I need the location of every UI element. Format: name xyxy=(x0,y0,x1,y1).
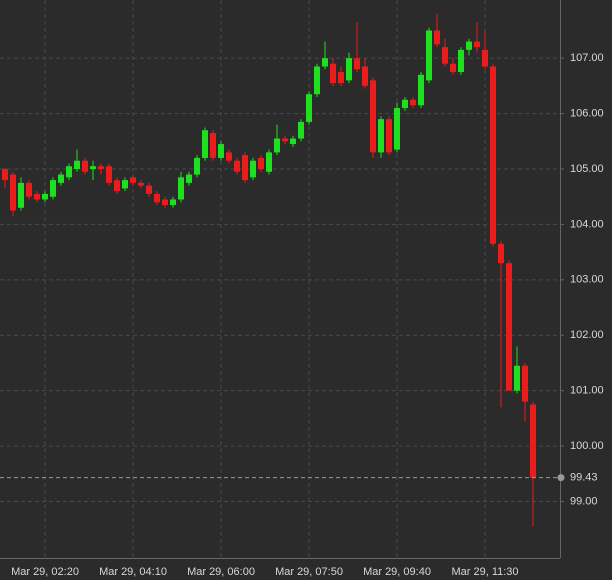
candle-body xyxy=(290,138,296,145)
candle-body xyxy=(498,243,504,264)
candle-body xyxy=(18,182,24,208)
candle-body xyxy=(362,66,368,86)
candle-body xyxy=(490,66,496,244)
candle-body xyxy=(26,182,32,197)
candle-body xyxy=(218,144,224,158)
candle-body xyxy=(98,166,104,170)
y-tick-label: 104.00 xyxy=(570,218,604,230)
candle-body xyxy=(186,174,192,183)
candle-body xyxy=(234,160,240,172)
candle-body xyxy=(250,160,256,178)
candle-body xyxy=(530,404,536,478)
y-tick-label: 107.00 xyxy=(570,52,604,64)
candle-body xyxy=(202,130,208,158)
y-tick-label: 103.00 xyxy=(570,274,604,286)
candle-body xyxy=(386,119,392,153)
candle-body xyxy=(266,152,272,172)
candle-body xyxy=(410,99,416,106)
candle-body xyxy=(114,180,120,192)
candle-body xyxy=(338,72,344,84)
candle-body xyxy=(522,365,528,402)
current-price-dot xyxy=(557,474,565,482)
candle-body xyxy=(74,160,80,170)
candle-body xyxy=(506,263,512,391)
candle-body xyxy=(210,132,216,158)
candle-body xyxy=(442,47,448,64)
current-price-label: 99.43 xyxy=(570,472,598,484)
y-tick-label: 100.00 xyxy=(570,440,604,452)
candle-body xyxy=(58,174,64,183)
candle-body xyxy=(82,160,88,172)
candle-body xyxy=(466,41,472,50)
y-tick-label: 105.00 xyxy=(570,163,604,175)
candle-body xyxy=(50,180,56,197)
candle-body xyxy=(106,166,112,183)
candle-body xyxy=(146,185,152,194)
candle-body xyxy=(154,193,160,203)
candle-body xyxy=(138,182,144,186)
candle-body xyxy=(282,138,288,142)
y-tick-label: 99.00 xyxy=(570,495,598,507)
candle-body xyxy=(178,177,184,200)
candle-body xyxy=(450,63,456,73)
y-tick-label: 106.00 xyxy=(570,108,604,120)
candle-body xyxy=(426,30,432,81)
candle-body xyxy=(402,99,408,109)
candle-body xyxy=(418,74,424,106)
candle-body xyxy=(482,49,488,67)
x-tick-label: Mar 29, 11:30 xyxy=(451,566,518,578)
candle-body xyxy=(66,166,72,178)
candle-body xyxy=(226,152,232,161)
x-tick-label: Mar 29, 07:50 xyxy=(275,566,343,578)
candle-body xyxy=(306,94,312,122)
candle-body xyxy=(378,119,384,153)
candle-body xyxy=(458,49,464,73)
candle-body xyxy=(34,193,40,200)
candle-body xyxy=(354,58,360,70)
candle-body xyxy=(474,41,480,48)
candle-body xyxy=(242,155,248,181)
candle-body xyxy=(42,193,48,200)
candle-body xyxy=(346,58,352,81)
candle-body xyxy=(394,108,400,150)
candle-body xyxy=(194,157,200,175)
candle-body xyxy=(170,199,176,206)
y-tick-label: 101.00 xyxy=(570,385,604,397)
candle-body xyxy=(298,121,304,139)
x-tick-label: Mar 29, 04:10 xyxy=(99,566,167,578)
candle-body xyxy=(370,80,376,153)
candle-body xyxy=(434,30,440,45)
candle-body xyxy=(10,174,16,211)
candle-body xyxy=(514,365,520,391)
candle-body xyxy=(2,169,8,181)
candle-body xyxy=(274,138,280,153)
candle-body xyxy=(322,58,328,67)
candle-body xyxy=(258,157,264,170)
x-tick-label: Mar 29, 09:40 xyxy=(363,566,431,578)
candle-body xyxy=(314,66,320,95)
x-tick-label: Mar 29, 02:20 xyxy=(11,566,79,578)
candle-body xyxy=(330,63,336,84)
candle-body xyxy=(162,199,168,206)
candle-body xyxy=(130,177,136,183)
candle-body xyxy=(90,166,96,170)
x-tick-label: Mar 29, 06:00 xyxy=(187,566,255,578)
candle-body xyxy=(122,180,128,189)
y-tick-label: 102.00 xyxy=(570,329,604,341)
